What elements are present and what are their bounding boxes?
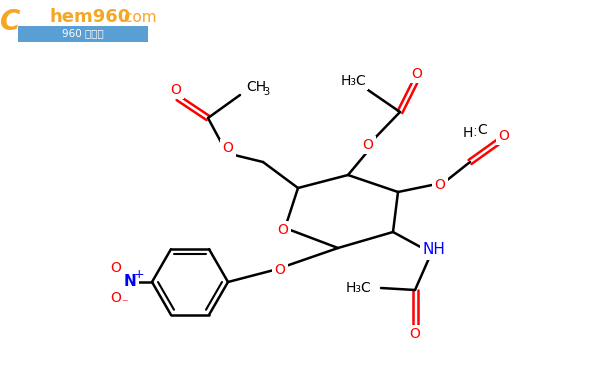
FancyBboxPatch shape	[0, 0, 159, 46]
Text: 960 化工网: 960 化工网	[62, 28, 104, 38]
Text: H₃C: H₃C	[340, 74, 366, 88]
Text: O: O	[111, 261, 122, 275]
Text: O: O	[434, 178, 445, 192]
Text: O: O	[171, 83, 182, 97]
Text: O: O	[410, 327, 420, 341]
Text: O: O	[362, 138, 373, 152]
Text: ⁻: ⁻	[120, 297, 127, 310]
FancyBboxPatch shape	[18, 26, 148, 42]
Text: +: +	[134, 267, 145, 280]
Text: CH: CH	[246, 80, 266, 94]
Text: .com: .com	[119, 9, 157, 24]
Text: NH: NH	[422, 243, 445, 258]
Text: C: C	[477, 123, 487, 137]
Text: O: O	[223, 141, 234, 155]
Text: N: N	[123, 274, 136, 290]
Text: H: H	[463, 126, 473, 140]
Text: O: O	[411, 67, 422, 81]
Text: O: O	[278, 223, 289, 237]
Text: 3: 3	[263, 87, 269, 97]
Text: hem960: hem960	[50, 8, 131, 26]
Text: O: O	[275, 263, 286, 277]
Text: C: C	[0, 8, 20, 36]
Text: O: O	[111, 291, 122, 305]
Text: 3: 3	[473, 128, 479, 138]
Text: H₃C: H₃C	[345, 281, 371, 295]
Text: O: O	[499, 129, 509, 143]
